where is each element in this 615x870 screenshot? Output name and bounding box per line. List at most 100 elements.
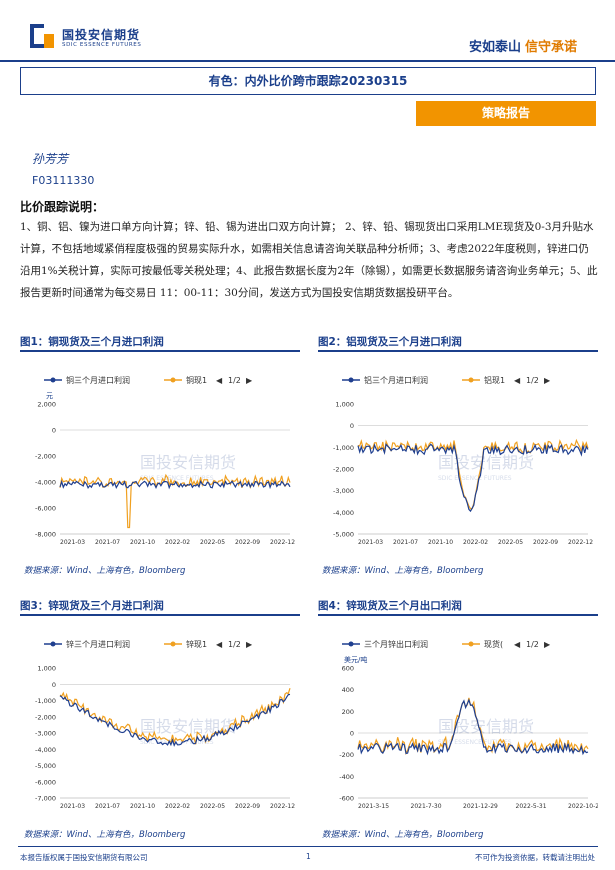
y-tick-label: 200	[342, 708, 354, 716]
header-divider	[0, 60, 615, 62]
y-tick-label: -5,000	[333, 531, 354, 539]
legend-pager-prev-icon[interactable]: ◀	[514, 640, 521, 649]
legend-label: 锌三个月进口利润	[66, 639, 130, 649]
y-tick-label: -6,000	[35, 778, 56, 786]
x-tick-label: 2022-12	[270, 539, 295, 546]
legend-pager-next-icon[interactable]: ▶	[246, 376, 253, 385]
author-license: F03111330	[32, 174, 95, 187]
figure-title-3: 图3：锌现货及三个月进口利润	[20, 600, 164, 612]
x-tick-label: 2021-7-30	[411, 803, 442, 810]
legend-pager-next-icon[interactable]: ▶	[544, 640, 551, 649]
y-tick-label: -4,000	[35, 746, 56, 754]
chart-legend: 铝三个月进口利润 铝现1 ◀ 1/2 ▶	[342, 375, 551, 385]
y-axis-unit: 元	[46, 392, 53, 400]
series-line-blue	[357, 443, 589, 513]
series-line-blue	[59, 479, 291, 490]
chart-legend: 三个月锌出口利润 现货( ◀ 1/2 ▶	[342, 639, 551, 649]
y-tick-label: -1,000	[333, 444, 354, 452]
legend-marker-orange	[468, 377, 474, 383]
svg-text:SDIC ESSENCE FUTURES: SDIC ESSENCE FUTURES	[438, 739, 512, 746]
legend-label: 铜三个月进口利润	[66, 375, 130, 385]
x-tick-label: 2022-02	[165, 539, 190, 546]
x-tick-label: 2021-12-29	[463, 803, 498, 810]
x-tick-label: 2022-10-28	[568, 803, 598, 810]
chart-legend: 锌三个月进口利润 锌现1 ◀ 1/2 ▶	[44, 639, 253, 649]
x-tick-label: 2021-10	[130, 539, 155, 546]
chart-legend: 铜三个月进口利润 铜现1 ◀ 1/2 ▶	[44, 375, 253, 385]
footer-disclaimer: 不可作为投资依据，转载请注明出处	[475, 853, 595, 862]
svg-text:国投安信期货: 国投安信期货	[438, 717, 534, 736]
legend-pager: 1/2	[526, 640, 539, 649]
y-tick-label: -200	[339, 751, 354, 759]
y-axis-unit: 美元/吨	[344, 655, 367, 664]
y-tick-label: 0	[350, 730, 354, 738]
legend-pager-prev-icon[interactable]: ◀	[216, 376, 223, 385]
legend-label: 现货(	[484, 639, 503, 649]
x-tick-label: 2021-03	[60, 803, 85, 810]
x-tick-label: 2021-07	[95, 803, 120, 810]
description-paragraph: 1、铜、铝、镍为进口单方向计算；锌、铅、锡为进出口双方向计算； 2、锌、铅、锡现…	[20, 221, 598, 299]
x-tick-label: 2022-05	[498, 539, 523, 546]
legend-pager-next-icon[interactable]: ▶	[246, 640, 253, 649]
legend-pager: 1/2	[228, 640, 241, 649]
x-tick-label: 2022-02	[463, 539, 488, 546]
x-tick-label: 2022-5-31	[516, 803, 547, 810]
series-line-blue	[59, 693, 291, 747]
chart-3: 锌三个月进口利润 锌现1 ◀ 1/2 ▶ 1,000 0 -1,000 -2,000 -3,000…	[35, 639, 295, 810]
legend-pager-prev-icon[interactable]: ◀	[514, 376, 521, 385]
section-title: 比价跟踪说明：	[20, 200, 105, 214]
svg-text:国投安信期货: 国投安信期货	[140, 717, 236, 736]
legend-pager-prev-icon[interactable]: ◀	[216, 640, 223, 649]
report-type-tag: 策略报告	[416, 101, 596, 126]
legend-marker-orange	[468, 641, 474, 647]
figure-title-1: 图1：铜现货及三个月进口利润	[20, 336, 164, 348]
page-header: 国投安信期货 SDIC ESSENCE FUTURES 安如泰山 信守承诺	[0, 0, 615, 62]
y-tick-label: 600	[342, 665, 354, 673]
x-tick-label: 2022-09	[533, 539, 558, 546]
figure-title-underline	[20, 350, 300, 352]
company-name: 国投安信期货	[62, 28, 141, 42]
chart-1: 铜三个月进口利润 铜现1 ◀ 1/2 ▶ 元2,000 0 -2,000 -4,000 -6,00…	[35, 375, 295, 546]
legend-pager-next-icon[interactable]: ▶	[544, 376, 551, 385]
figure-title-underline	[20, 614, 300, 616]
figure-source: 数据来源：Wind、上海有色，Bloomberg	[322, 830, 484, 840]
svg-text:国投安信期货: 国投安信期货	[438, 453, 534, 472]
y-tick-label: -4,000	[333, 509, 354, 517]
y-tick-label: -5,000	[35, 762, 56, 770]
legend-label: 铝现1	[484, 375, 505, 385]
x-tick-label: 2022-02	[165, 803, 190, 810]
legend-label: 三个月锌出口利润	[364, 639, 428, 649]
figure-title-2: 图2：铝现货及三个月进口利润	[318, 336, 462, 348]
company-name-en: SDIC ESSENCE FUTURES	[62, 42, 142, 48]
y-tick-label: -7,000	[35, 795, 56, 803]
y-tick-label: -2,000	[333, 466, 354, 474]
figure-source: 数据来源：Wind、上海有色，Bloomberg	[24, 830, 186, 840]
y-tick-label: -3,000	[333, 487, 354, 495]
y-tick-label: -3,000	[35, 730, 56, 738]
company-logo-icon	[30, 24, 54, 48]
x-tick-label: 2022-12	[270, 803, 295, 810]
y-tick-label: 1,000	[37, 665, 56, 673]
watermark: 国投安信期货 SDIC ESSENCE FUTURES	[140, 453, 236, 482]
figure-title-underline	[318, 350, 598, 352]
y-tick-label: -8,000	[35, 531, 56, 539]
legend-pager: 1/2	[228, 376, 241, 385]
y-tick-label: -6,000	[35, 505, 56, 513]
svg-text:SDIC ESSENCE FUTURES: SDIC ESSENCE FUTURES	[140, 475, 214, 482]
svg-text:SDIC ESSENCE FUTURES: SDIC ESSENCE FUTURES	[438, 475, 512, 482]
x-tick-label: 2021-10	[130, 803, 155, 810]
legend-pager: 1/2	[526, 376, 539, 385]
watermark: 国投安信期货 SDIC ESSENCE FUTURES	[438, 717, 534, 746]
x-tick-label: 2022-09	[235, 803, 260, 810]
x-tick-label: 2021-07	[95, 539, 120, 546]
legend-label: 铝三个月进口利润	[364, 375, 428, 385]
y-tick-label: 0	[52, 427, 56, 435]
series-line-blue	[357, 698, 589, 756]
slogan-accent: 信守承诺	[524, 40, 577, 55]
y-tick-label: 0	[350, 422, 354, 430]
legend-label: 锌现1	[186, 639, 207, 649]
legend-marker-blue	[50, 641, 56, 647]
watermark: 国投安信期货 SDIC ESSENCE FUTURES	[140, 717, 236, 746]
legend-label: 铜现1	[186, 375, 207, 385]
